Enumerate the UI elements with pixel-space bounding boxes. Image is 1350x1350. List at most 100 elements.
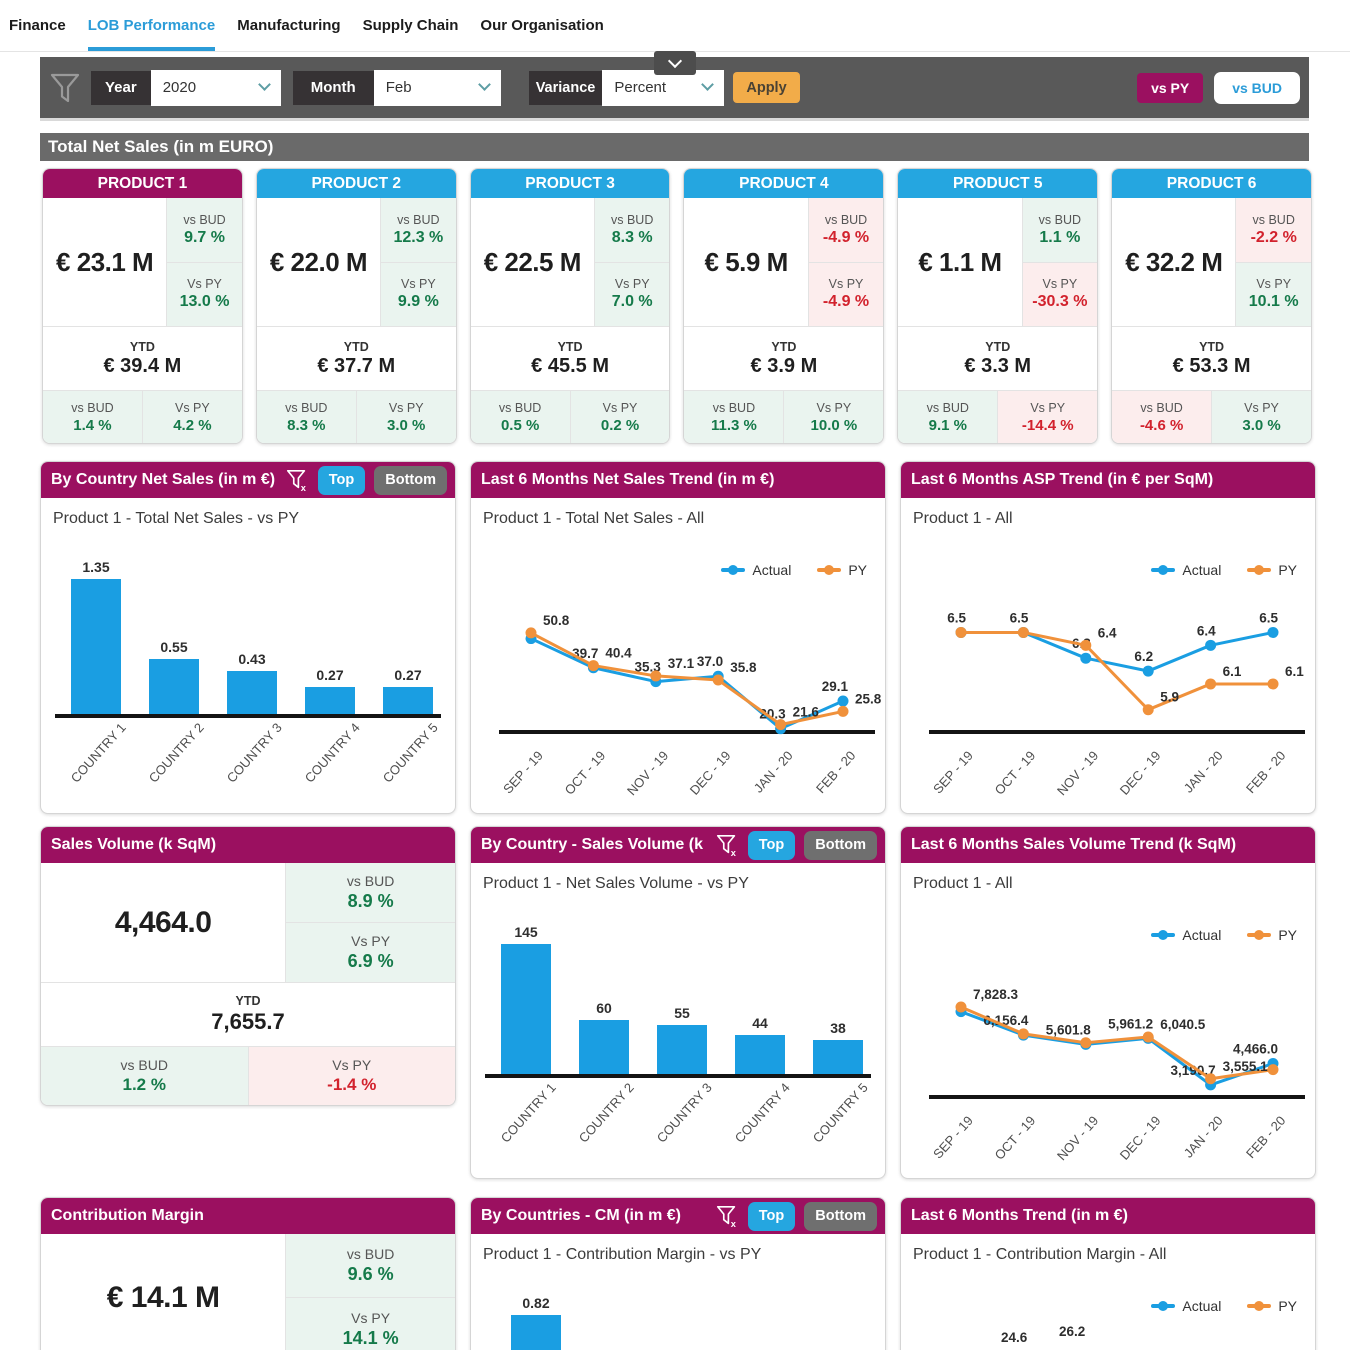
data-point[interactable] — [525, 627, 537, 639]
legend-item[interactable]: Actual — [1151, 562, 1221, 578]
top-button[interactable]: Top — [747, 830, 796, 860]
product-card-header[interactable]: PRODUCT 5 — [898, 169, 1098, 198]
legend-item[interactable]: PY — [817, 562, 867, 578]
bar[interactable] — [735, 1035, 785, 1074]
bar[interactable] — [657, 1025, 707, 1074]
product-card-header[interactable]: PRODUCT 1 — [43, 169, 242, 198]
x-axis-label: COUNTRY 1 — [68, 720, 130, 786]
legend: Actual PY — [721, 562, 867, 578]
net-sales-trend-card: Last 6 Months Net Sales Trend (in m €) P… — [470, 461, 886, 814]
ytd-value: € 3.9 M — [750, 354, 818, 377]
legend-item[interactable]: Actual — [1151, 1298, 1221, 1314]
data-point[interactable] — [1205, 678, 1217, 690]
data-point[interactable] — [1205, 1073, 1217, 1085]
nav-tab[interactable]: LOB Performance — [87, 0, 216, 51]
data-label: 6.1 — [1285, 664, 1304, 679]
product-card-header[interactable]: PRODUCT 4 — [684, 169, 884, 198]
bottom-button[interactable]: Bottom — [804, 830, 877, 860]
data-label: 6.4 — [1098, 625, 1117, 640]
nav-tab[interactable]: Our Organisation — [480, 17, 604, 34]
chart-header: Last 6 Months ASP Trend (in € per SqM) — [901, 462, 1315, 498]
kpi-header: Contribution Margin — [41, 1198, 455, 1234]
bar-value-label: 0.55 — [160, 639, 188, 655]
vs-py-cell: Vs PY 13.0 % — [167, 262, 242, 326]
variance-select[interactable]: Percent — [602, 69, 725, 106]
vs-py-button[interactable]: vs PY — [1137, 72, 1204, 103]
top-button[interactable]: Top — [317, 465, 366, 495]
bar[interactable] — [511, 1315, 561, 1350]
data-point[interactable] — [1080, 652, 1092, 664]
filter-x-icon[interactable]: x — [715, 832, 739, 858]
bar[interactable] — [501, 944, 551, 1074]
chevron-down-icon — [257, 77, 271, 91]
data-label: 25.8 — [855, 691, 882, 706]
year-select[interactable]: 2020 — [150, 69, 281, 106]
chart-header: By Country Net Sales (in m €) x Top Bott… — [41, 462, 455, 498]
bar[interactable] — [227, 671, 277, 714]
month-select[interactable]: Feb — [373, 69, 501, 106]
bar[interactable] — [813, 1040, 863, 1074]
ytd-vs-bud-value: 1.2 % — [122, 1075, 166, 1094]
bar[interactable] — [149, 659, 199, 714]
filter-x-icon[interactable]: x — [285, 467, 309, 493]
ytd-vs-bud-value: 11.3 % — [711, 416, 757, 434]
data-point[interactable] — [837, 695, 849, 707]
data-point[interactable] — [955, 626, 967, 638]
data-point[interactable] — [1267, 1064, 1279, 1076]
chart-subtitle: Product 1 - All — [913, 875, 1013, 892]
filter-collapse-button[interactable] — [653, 51, 696, 75]
data-point[interactable] — [1080, 1037, 1092, 1049]
vs-py-cell: Vs PY 14.1 % — [286, 1298, 455, 1350]
series-line-py — [960, 1005, 1274, 1081]
data-point[interactable] — [1142, 665, 1154, 677]
apply-button[interactable]: Apply — [733, 72, 800, 103]
filter-x-icon[interactable]: x — [715, 1203, 739, 1229]
bar[interactable] — [305, 687, 355, 714]
data-label: 29.1 — [822, 679, 849, 694]
data-point[interactable] — [955, 1001, 967, 1013]
x-axis-label: SEP - 19 — [930, 1113, 977, 1162]
data-label: 20.3 — [759, 707, 786, 722]
vs-bud-button[interactable]: vs BUD — [1214, 71, 1300, 104]
data-point[interactable] — [587, 660, 599, 672]
data-point[interactable] — [837, 705, 849, 717]
legend-item[interactable]: Actual — [1151, 927, 1221, 943]
bottom-button[interactable]: Bottom — [374, 465, 447, 495]
product-card-header[interactable]: PRODUCT 3 — [470, 169, 670, 198]
data-point[interactable] — [650, 670, 662, 682]
bar[interactable] — [579, 1020, 629, 1074]
vs-bud-label: vs BUD — [926, 400, 969, 415]
bar[interactable] — [71, 579, 121, 714]
data-point[interactable] — [1205, 639, 1217, 651]
data-point[interactable] — [1017, 1028, 1029, 1040]
nav-tab[interactable]: Manufacturing — [237, 17, 341, 34]
product-card-header[interactable]: PRODUCT 6 — [1112, 169, 1311, 198]
chevron-down-icon — [701, 77, 715, 91]
chart-title: By Countries - CM (in m €) — [481, 1207, 682, 1224]
top-button[interactable]: Top — [747, 1201, 796, 1231]
vs-bud-cell: vs BUD 8.3 % — [594, 198, 670, 263]
legend-item[interactable]: PY — [1247, 927, 1297, 943]
ytd-vs-py-cell: Vs PY -1.4 % — [247, 1047, 455, 1105]
nav-tab[interactable]: Finance — [9, 17, 66, 34]
x-axis-label: OCT - 19 — [991, 1113, 1039, 1163]
vs-py-value: -4.9 % — [822, 293, 870, 311]
nav-tab[interactable]: Supply Chain — [362, 17, 459, 34]
product-card-header[interactable]: PRODUCT 2 — [256, 169, 456, 198]
ytd-section: YTD € 3.3 M — [898, 327, 1098, 391]
data-point[interactable] — [712, 674, 724, 686]
data-label: 40.4 — [605, 646, 632, 661]
bottom-button[interactable]: Bottom — [804, 1201, 877, 1231]
data-point[interactable] — [1142, 1031, 1154, 1043]
legend-item[interactable]: PY — [1247, 1298, 1297, 1314]
data-point[interactable] — [775, 719, 787, 731]
bar[interactable] — [383, 687, 433, 714]
data-point[interactable] — [1267, 678, 1279, 690]
data-point[interactable] — [1267, 626, 1279, 638]
legend-item[interactable]: PY — [1247, 562, 1297, 578]
ytd-section: YTD 7,655.7 — [41, 983, 455, 1047]
legend-item[interactable]: Actual — [721, 562, 791, 578]
data-point[interactable] — [1142, 704, 1154, 716]
data-point[interactable] — [1017, 626, 1029, 638]
data-point[interactable] — [1080, 639, 1092, 651]
